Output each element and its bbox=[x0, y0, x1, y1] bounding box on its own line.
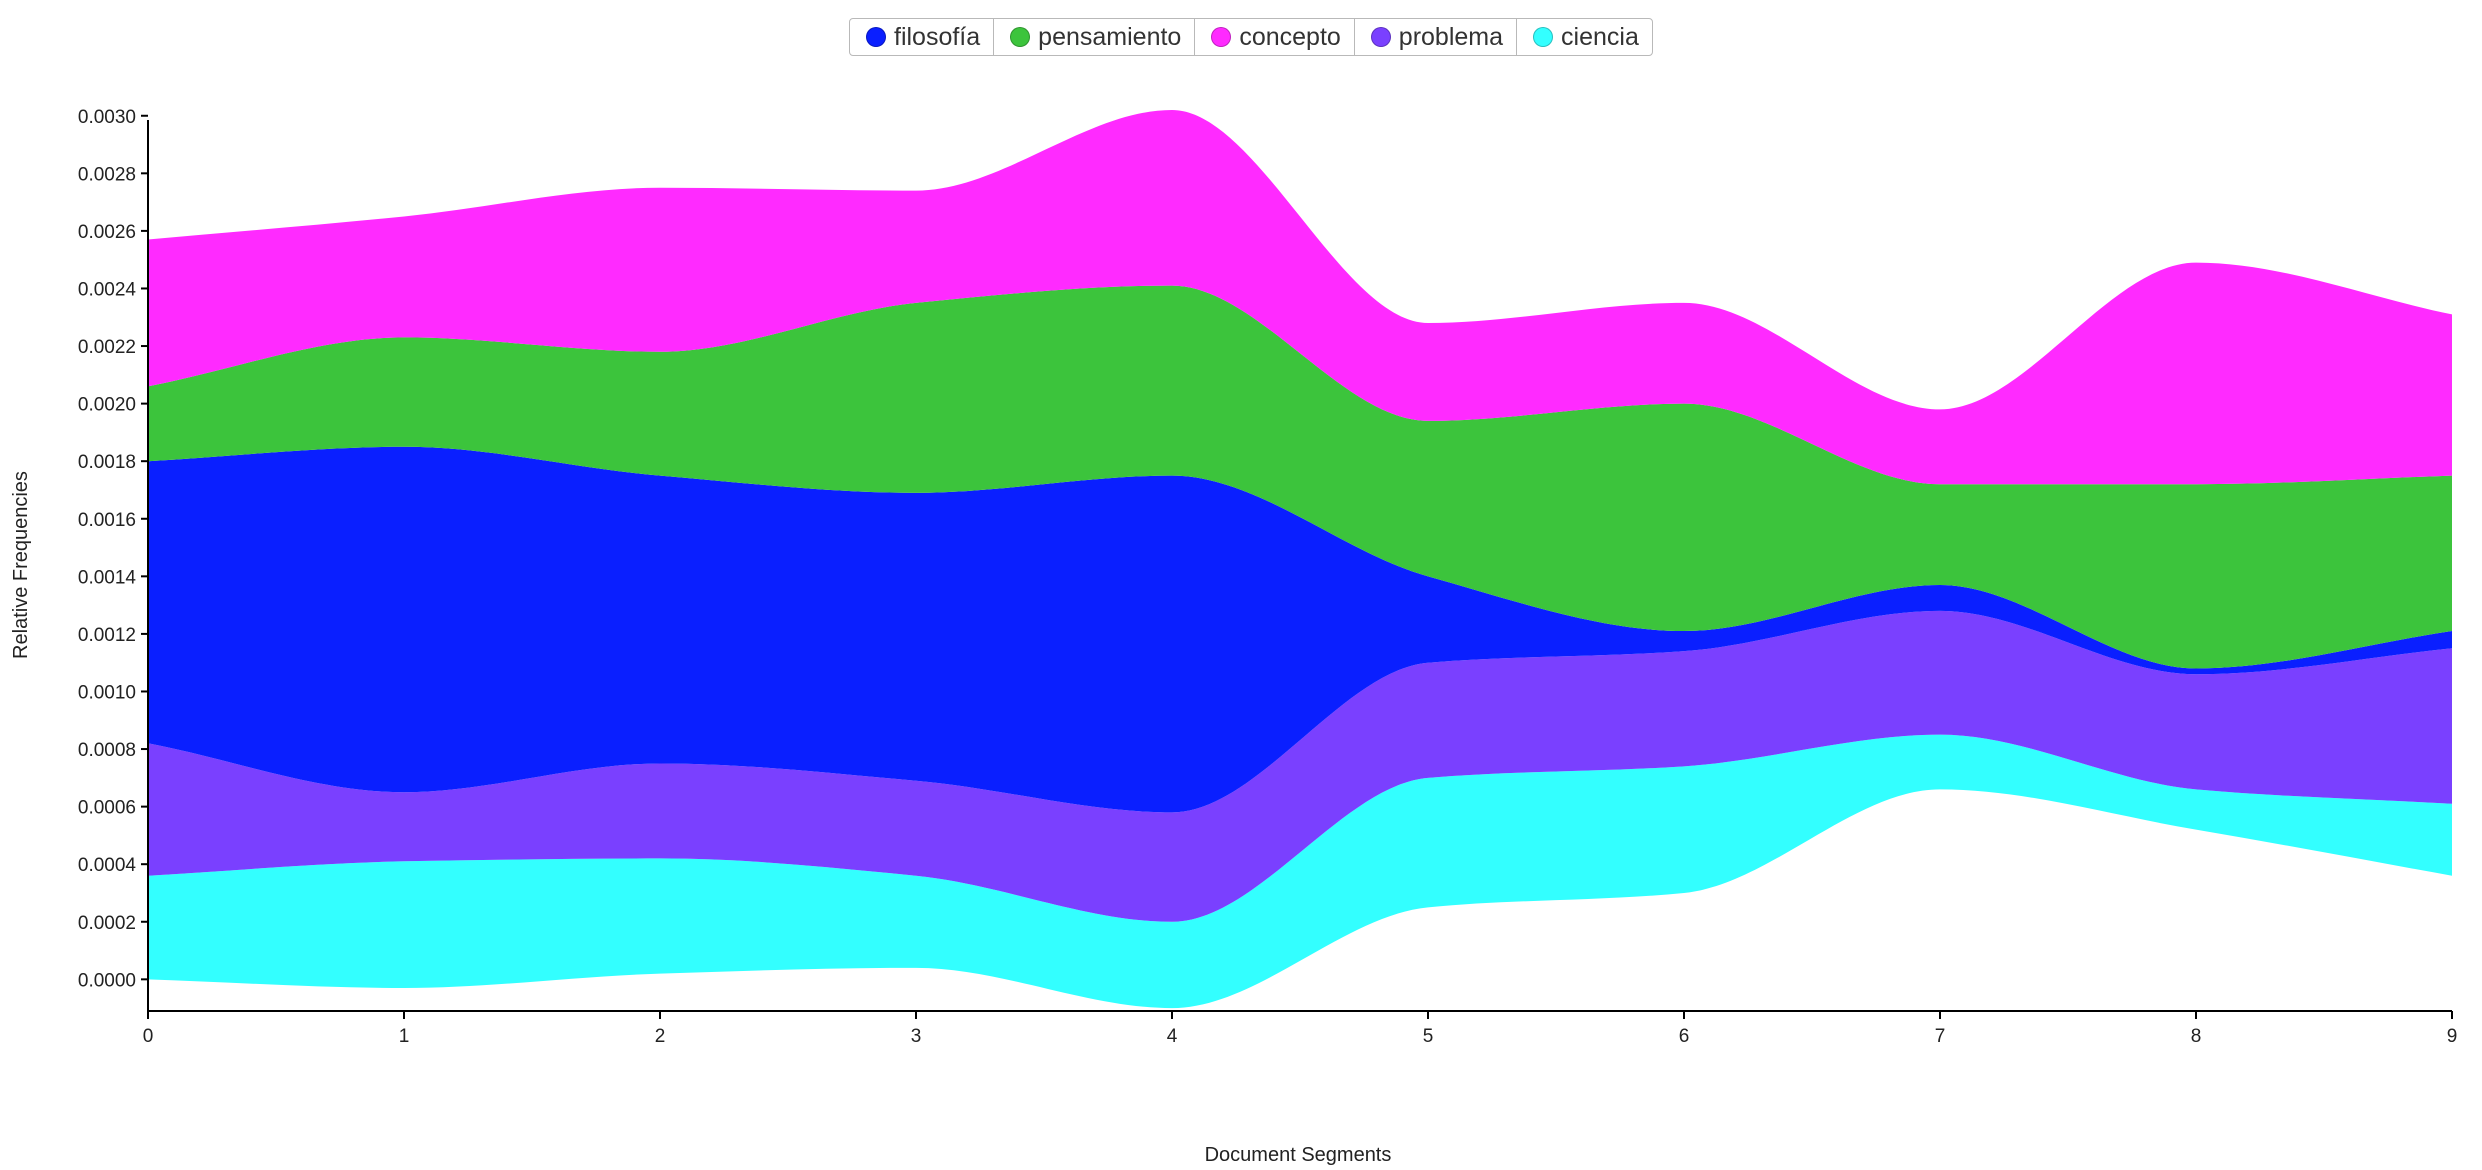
y-tick-label: 0.0020 bbox=[78, 395, 136, 416]
x-tick-label: 8 bbox=[2191, 1026, 2202, 1047]
y-tick-label: 0.0016 bbox=[78, 510, 136, 531]
stream-ciencia[interactable] bbox=[148, 734, 2452, 1009]
legend-swatch-filosofia-icon bbox=[866, 27, 886, 47]
x-tick-label: 2 bbox=[655, 1026, 666, 1047]
stream-concepto[interactable] bbox=[148, 110, 2452, 485]
legend-label-filosofia: filosofía bbox=[894, 22, 981, 51]
x-tick-label: 6 bbox=[1679, 1026, 1690, 1047]
stream-problema[interactable] bbox=[148, 610, 2452, 922]
x-tick-label: 1 bbox=[399, 1026, 410, 1047]
x-tick-label: 3 bbox=[911, 1026, 922, 1047]
y-tick-label: 0.0002 bbox=[78, 913, 136, 934]
y-axis: 0.0000 0.0002 0.0004 0.0006 0.0008 0.0010 0.00… bbox=[78, 107, 149, 1011]
legend-label-pensamiento: pensamiento bbox=[1038, 22, 1182, 51]
y-tick-label: 0.0028 bbox=[78, 164, 136, 185]
legend-label-concepto: concepto bbox=[1239, 22, 1341, 51]
legend-item-filosofia[interactable]: filosofía bbox=[850, 19, 995, 55]
y-tick-label: 0.0012 bbox=[78, 625, 136, 646]
stream-pensamiento[interactable] bbox=[148, 285, 2452, 669]
y-axis-title: Relative Frequencies bbox=[10, 471, 32, 659]
y-tick-label: 0.0014 bbox=[78, 567, 137, 588]
x-tick-label: 0 bbox=[143, 1026, 154, 1047]
legend-item-concepto[interactable]: concepto bbox=[1195, 19, 1355, 55]
x-tick-label: 9 bbox=[2447, 1026, 2458, 1047]
y-tick-label: 0.0026 bbox=[78, 222, 136, 243]
legend-item-ciencia[interactable]: ciencia bbox=[1517, 19, 1652, 55]
legend: filosofía pensamiento concepto problema … bbox=[849, 18, 1653, 56]
x-axis: 0 1 2 3 4 5 6 7 8 9 bbox=[143, 1010, 2458, 1047]
legend-label-ciencia: ciencia bbox=[1561, 22, 1639, 51]
y-tick-label: 0.0000 bbox=[78, 970, 136, 991]
y-tick-label: 0.0024 bbox=[78, 279, 137, 300]
y-tick-label: 0.0022 bbox=[78, 337, 136, 358]
stream-areas bbox=[148, 110, 2452, 1009]
legend-item-problema[interactable]: problema bbox=[1355, 19, 1518, 55]
legend-label-problema: problema bbox=[1398, 22, 1504, 51]
y-tick-label: 0.0008 bbox=[78, 740, 136, 761]
y-tick-label: 0.0030 bbox=[78, 107, 136, 128]
x-tick-label: 7 bbox=[1935, 1026, 1946, 1047]
legend-swatch-ciencia-icon bbox=[1533, 27, 1554, 47]
legend-swatch-pensamiento-icon bbox=[1010, 27, 1031, 47]
x-tick-label: 4 bbox=[1167, 1026, 1178, 1047]
stream-filosofia[interactable] bbox=[148, 446, 2452, 813]
legend-swatch-problema-icon bbox=[1370, 27, 1391, 47]
y-tick-label: 0.0010 bbox=[78, 682, 136, 703]
x-tick-label: 5 bbox=[1423, 1026, 1434, 1047]
legend-swatch-concepto-icon bbox=[1211, 27, 1232, 47]
y-tick-label: 0.0006 bbox=[78, 798, 136, 819]
legend-item-pensamiento[interactable]: pensamiento bbox=[994, 19, 1196, 55]
x-axis-title: Document Segments bbox=[1205, 1144, 1392, 1166]
y-tick-label: 0.0018 bbox=[78, 452, 136, 473]
y-tick-label: 0.0004 bbox=[78, 855, 137, 876]
